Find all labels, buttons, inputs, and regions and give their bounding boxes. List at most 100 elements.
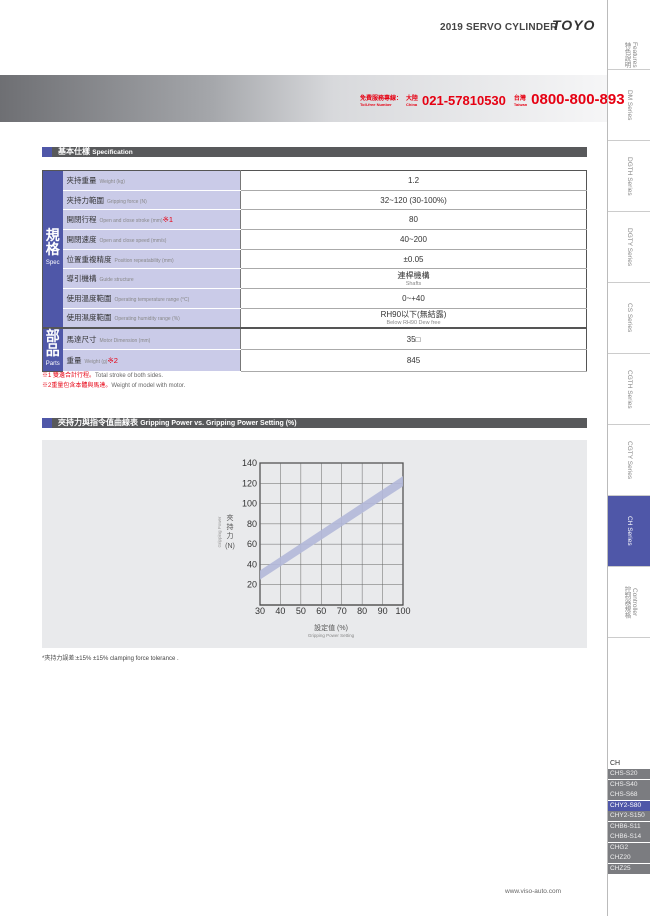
label-zh: 夾持力範圍 — [66, 195, 105, 205]
sidebar: 特色說明 Features DM Series DGTH Series DGTY Ser… — [607, 0, 650, 916]
sidebar-tab[interactable]: CGTY Series — [608, 425, 650, 496]
spec-label: 夾持力範圍 Gripping force (N) — [62, 190, 241, 211]
section-title-en: Specification — [92, 149, 133, 156]
spec-value: RH90以下(無結露) Below RH90 Dew free — [240, 308, 587, 329]
label-note: ※2 — [107, 356, 118, 366]
table-row: 部品 Parts 馬達尺寸 Motor Dimension (mm) 35□ — [42, 328, 587, 372]
spec-value: 35□ — [240, 328, 587, 351]
x-axis-label: 設定值 (%) — [314, 623, 348, 632]
sidebar-tab[interactable]: CS Series — [608, 283, 650, 354]
y-tick-label: 60 — [247, 539, 257, 549]
spec-value: 80 — [240, 209, 587, 231]
spec-table: 規格 Spec 夾持重量 Weight (kg) 1.2 夾持力範圍 Gripping fo… — [42, 170, 587, 372]
note-mark: ※2重量包含本體與馬達。 — [42, 383, 112, 389]
label-zh: 位置重複精度 — [66, 254, 112, 264]
value-text: 80 — [409, 215, 418, 225]
footer-url[interactable]: www.viso-auto.com — [505, 888, 561, 895]
spec-label: 位置重複精度 Position repeatability (mm) — [62, 249, 241, 270]
banner — [0, 75, 607, 122]
sidebar-tab[interactable]: DM Series — [608, 70, 650, 141]
tab-zh: 特色說明 — [623, 41, 630, 68]
model-item[interactable]: CHS-S40 — [608, 779, 650, 790]
group-zh: 部品 — [45, 328, 60, 358]
tab-en: DGTY Series — [626, 227, 633, 267]
model-list-heading: CH — [610, 760, 621, 767]
model-item[interactable]: CHS-S68 — [608, 790, 650, 800]
x-tick-label: 60 — [316, 606, 326, 616]
model-item[interactable]: CHY2-S150 — [608, 811, 650, 821]
toyo-logo: TOYO — [552, 17, 596, 33]
value-text: 845 — [406, 356, 421, 366]
model-item[interactable]: CHZ20 — [608, 853, 650, 863]
y-axis-unit: (N) — [225, 543, 235, 550]
spec-value: 0~+40 — [240, 288, 587, 309]
label-en: Motor Dimension (mm) — [99, 337, 151, 344]
spec-value: ±0.05 — [240, 249, 587, 270]
sidebar-tab[interactable]: 特色說明 Features — [608, 0, 650, 70]
section-title-zh: 夾持力與指令值曲線表 — [58, 418, 138, 427]
spec-label: 重量 Weight (g)※2 — [62, 349, 241, 372]
group-en: Spec — [45, 260, 60, 266]
value-text: 35□ — [406, 334, 421, 344]
label-en: Operating temperature range (°C) — [114, 296, 190, 303]
sidebar-tab[interactable]: DGTY Series — [608, 212, 650, 283]
spec-label: 使用溫度範圍 Operating temperature range (°C) — [62, 288, 241, 309]
label-en: Operating humidity range (%) — [114, 316, 180, 323]
value-text: ±0.05 — [403, 254, 424, 264]
spec-label: 導引機構 Guide structure — [62, 268, 241, 290]
gripping-force-band — [260, 476, 403, 580]
y-tick-label: 100 — [242, 499, 257, 509]
model-item[interactable]: CHZ25 — [608, 863, 650, 874]
label-en: Gripping force (N) — [107, 198, 147, 205]
spec-value: 40~200 — [240, 229, 587, 250]
model-item[interactable]: CHB6-S11 — [608, 821, 650, 832]
label-zh: 導引機構 — [66, 274, 97, 284]
label-zh: 開閉速度 — [66, 234, 97, 244]
spec-label: 使用濕度範圍 Operating humidity range (%) — [62, 308, 241, 329]
model-item[interactable]: CHS-S20 — [608, 769, 650, 779]
tab-zh: 控制器規格 — [623, 585, 630, 619]
note-1: ※1 雙邊合計行程。Total stroke of both sides. — [42, 370, 163, 379]
sidebar-tab[interactable]: CGTH Series — [608, 354, 650, 425]
spec-section-header: 基本仕樣 Specification — [42, 147, 587, 157]
sidebar-tab[interactable]: CH Series — [608, 496, 650, 567]
label-en: Guide structure — [99, 277, 134, 284]
spec-label: 馬達尺寸 Motor Dimension (mm) — [62, 328, 241, 351]
group-zh: 規格 — [45, 227, 60, 257]
sidebar-tab[interactable]: 控制器規格 Controller — [608, 567, 650, 638]
model-item[interactable]: CHB6-S14 — [608, 832, 650, 842]
value-text: 32~120 (30-100%) — [380, 195, 447, 205]
y-axis-label: 夾持力 — [227, 514, 234, 540]
chart-note: *夾持力誤差:±15% ±15% clamping force toleranc… — [42, 656, 179, 662]
hotline-label-en: Toll-free Number — [360, 102, 392, 107]
model-item[interactable]: CHG2 — [608, 842, 650, 853]
label-note: ※1 — [162, 215, 174, 225]
table-row: 開閉速度 Open and close speed (mm/s) 40~200 — [43, 229, 587, 250]
label-zh: 開閉行程 — [66, 215, 97, 225]
table-row: 重量 Weight (g)※2 845 — [43, 349, 587, 372]
value-text: RH90以下(無結露) — [380, 310, 447, 320]
value-sub: Shafts — [405, 281, 422, 288]
x-tick-label: 30 — [255, 606, 265, 616]
sidebar-tab[interactable]: DGTH Series — [608, 141, 650, 212]
y-label-char: 持 — [227, 522, 234, 531]
model-item[interactable]: CHY2-S80 — [608, 800, 650, 811]
value-text: 0~+40 — [402, 293, 425, 303]
spec-value: 845 — [240, 349, 587, 372]
hotline-label: 免費服務專線： — [360, 96, 403, 102]
label-en: Weight (g) — [84, 359, 108, 366]
value-text: 40~200 — [400, 234, 427, 244]
spec-value: 連桿機構 Shafts — [240, 268, 587, 290]
x-tick-label: 90 — [378, 606, 388, 616]
y-tick-label: 80 — [247, 519, 257, 529]
spec-value: 1.2 — [240, 170, 587, 191]
table-row: 使用濕度範圍 Operating humidity range (%) RH90以下… — [42, 308, 587, 329]
label-en: Open and close stroke (mm) — [99, 218, 163, 225]
y-tick-label: 140 — [242, 458, 257, 468]
x-axis-label-en: Gripping Power Setting — [308, 633, 355, 638]
label-en: Weight (kg) — [99, 178, 125, 185]
table-row: 夾持力範圍 Gripping force (N) 32~120 (30-100%) — [43, 190, 587, 211]
note-text: Total stroke of both sides. — [95, 373, 164, 379]
tab-en: Features — [631, 41, 638, 68]
